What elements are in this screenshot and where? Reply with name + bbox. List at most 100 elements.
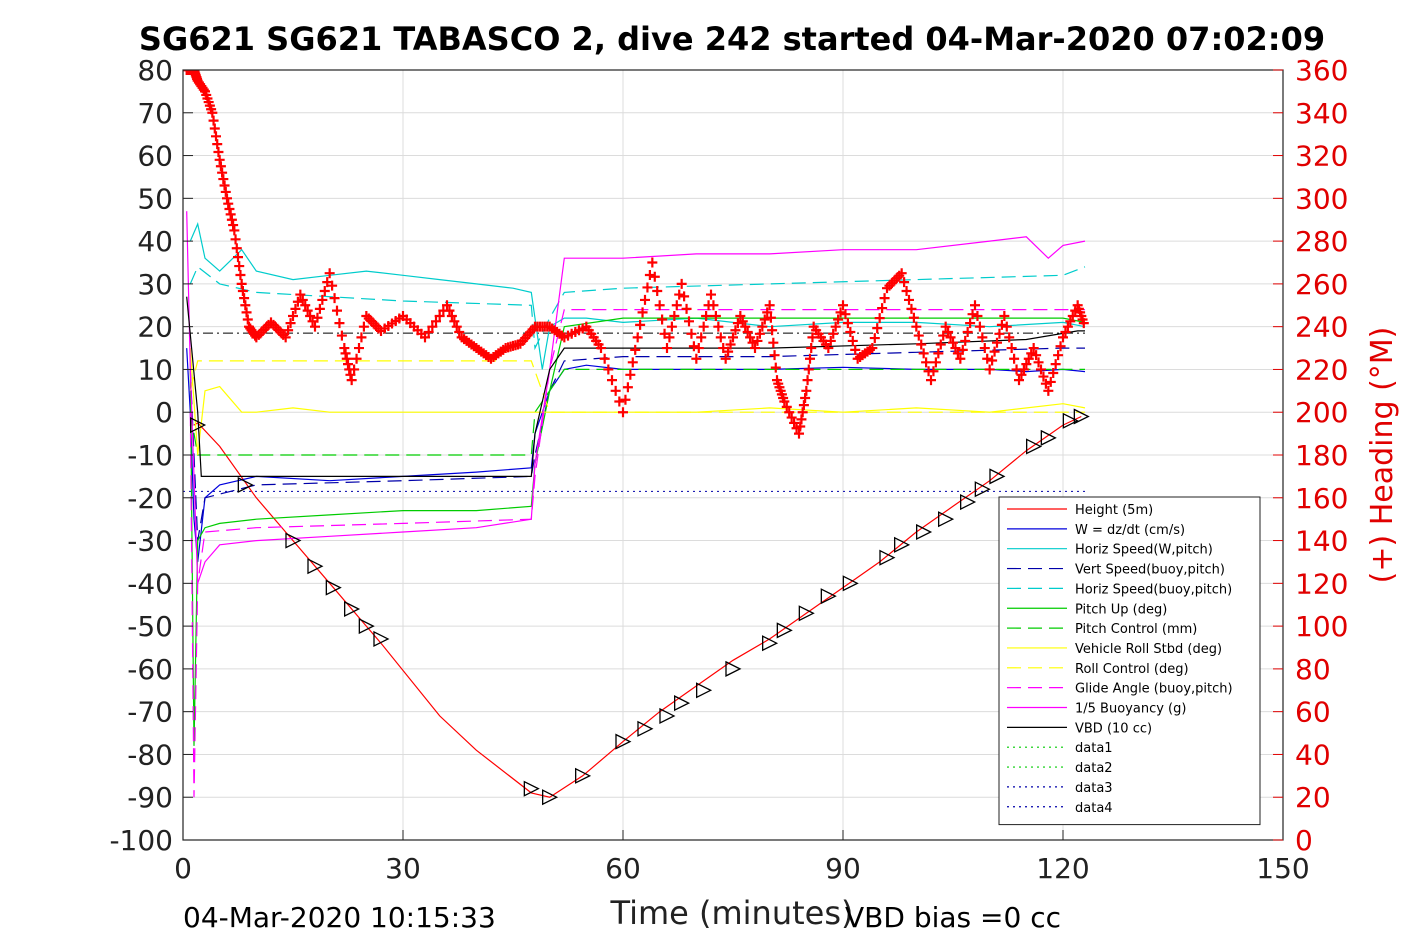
heading-point	[928, 366, 939, 377]
heading-point	[795, 421, 806, 432]
heading-point	[1038, 371, 1049, 382]
heading-point	[840, 309, 851, 320]
heading-point	[302, 305, 313, 316]
heading-point	[288, 310, 298, 321]
heading-point	[796, 414, 807, 425]
series-layer	[183, 211, 1086, 798]
heading-point	[603, 364, 614, 375]
heading-point	[671, 300, 682, 311]
heading-point	[240, 300, 251, 311]
heading-point	[236, 278, 247, 289]
y-tick-label: 10	[137, 353, 173, 386]
y-tick-label: 30	[137, 268, 173, 301]
triangle-marker	[776, 622, 793, 639]
heading-point	[681, 303, 692, 314]
heading-point	[454, 327, 465, 338]
y-tick-label: -50	[127, 610, 173, 643]
series-line-3	[189, 347, 1085, 541]
heading-point	[664, 332, 675, 343]
heading-point	[979, 343, 990, 354]
heading-point	[314, 303, 325, 314]
heading-point	[797, 407, 808, 418]
heading-point	[679, 291, 690, 302]
heading-point	[874, 313, 885, 324]
triangle-marker	[1026, 438, 1043, 455]
heading-point	[805, 353, 815, 364]
heading-point	[662, 343, 672, 354]
marker-layer	[190, 408, 1090, 806]
heading-point	[1065, 316, 1076, 327]
heading-point	[652, 286, 663, 297]
right-tick-label: 360	[1295, 54, 1348, 87]
series-line-8	[189, 360, 1085, 413]
heading-point	[226, 214, 237, 225]
heading-point	[647, 257, 658, 268]
heading-point	[1045, 376, 1056, 387]
heading-point	[427, 321, 438, 332]
heading-point	[1067, 310, 1078, 321]
legend-label: VBD (10 cc)	[1075, 721, 1152, 736]
triangle-marker	[615, 733, 632, 750]
heading-point	[334, 318, 345, 329]
heading-point	[974, 321, 985, 332]
heading-point	[960, 335, 971, 346]
heading-point	[346, 375, 357, 386]
heading-point	[930, 357, 941, 368]
heading-point	[737, 316, 748, 327]
right-tick-label: 280	[1295, 225, 1348, 258]
heading-point	[1062, 321, 1073, 332]
y-tick-label: 60	[137, 140, 173, 173]
heading-point	[1036, 364, 1046, 375]
triangle-marker	[916, 523, 933, 541]
right-tick-label: 220	[1295, 353, 1348, 386]
heading-point	[698, 321, 709, 332]
heading-point	[710, 310, 721, 321]
heading-point	[446, 310, 457, 321]
heading-point	[345, 369, 356, 380]
triangle-marker	[659, 707, 676, 724]
heading-point	[444, 305, 455, 316]
heading-point	[642, 282, 653, 293]
triangle-marker	[989, 468, 1006, 485]
heading-point	[757, 321, 768, 332]
legend-label: Horiz Speed(W,pitch)	[1075, 543, 1213, 558]
heading-point	[212, 139, 223, 150]
heading-point	[214, 154, 225, 165]
y-tick-label: 40	[137, 225, 173, 258]
heading-point	[451, 321, 462, 332]
heading-point	[869, 333, 880, 344]
y-tick-label: -90	[127, 781, 173, 814]
heading-point	[207, 107, 218, 118]
heading-point	[926, 375, 936, 386]
heading-point	[720, 353, 731, 364]
heading-point	[1078, 318, 1089, 329]
legend-label: Height (5m)	[1075, 503, 1153, 518]
heading-point	[970, 300, 980, 311]
heading-point	[280, 332, 291, 343]
heading-point	[732, 318, 743, 329]
heading-point	[198, 84, 209, 95]
series-line-0	[193, 415, 1082, 798]
heading-point	[283, 325, 294, 336]
footer-timestamp: 04-Mar-2020 10:15:33	[183, 901, 496, 934]
heading-point	[319, 286, 330, 297]
heading-point	[987, 355, 998, 366]
triangle-marker	[938, 511, 955, 528]
heading-point	[627, 357, 638, 368]
heading-point	[781, 401, 792, 412]
y-tick-label: -70	[127, 696, 173, 729]
heading-point	[295, 289, 306, 300]
heading-point	[754, 328, 765, 339]
heading-point	[327, 280, 338, 291]
heading-point	[329, 293, 340, 304]
heading-point	[354, 343, 364, 354]
heading-point	[798, 400, 809, 411]
heading-point	[340, 348, 351, 359]
heading-point	[747, 337, 758, 348]
right-tick-label: 80	[1295, 653, 1331, 686]
triangle-marker	[894, 536, 911, 553]
heading-layer	[183, 70, 1089, 439]
right-tick-label: 240	[1295, 311, 1348, 344]
triangle-marker	[696, 682, 713, 699]
right-tick-label: 340	[1295, 97, 1348, 130]
